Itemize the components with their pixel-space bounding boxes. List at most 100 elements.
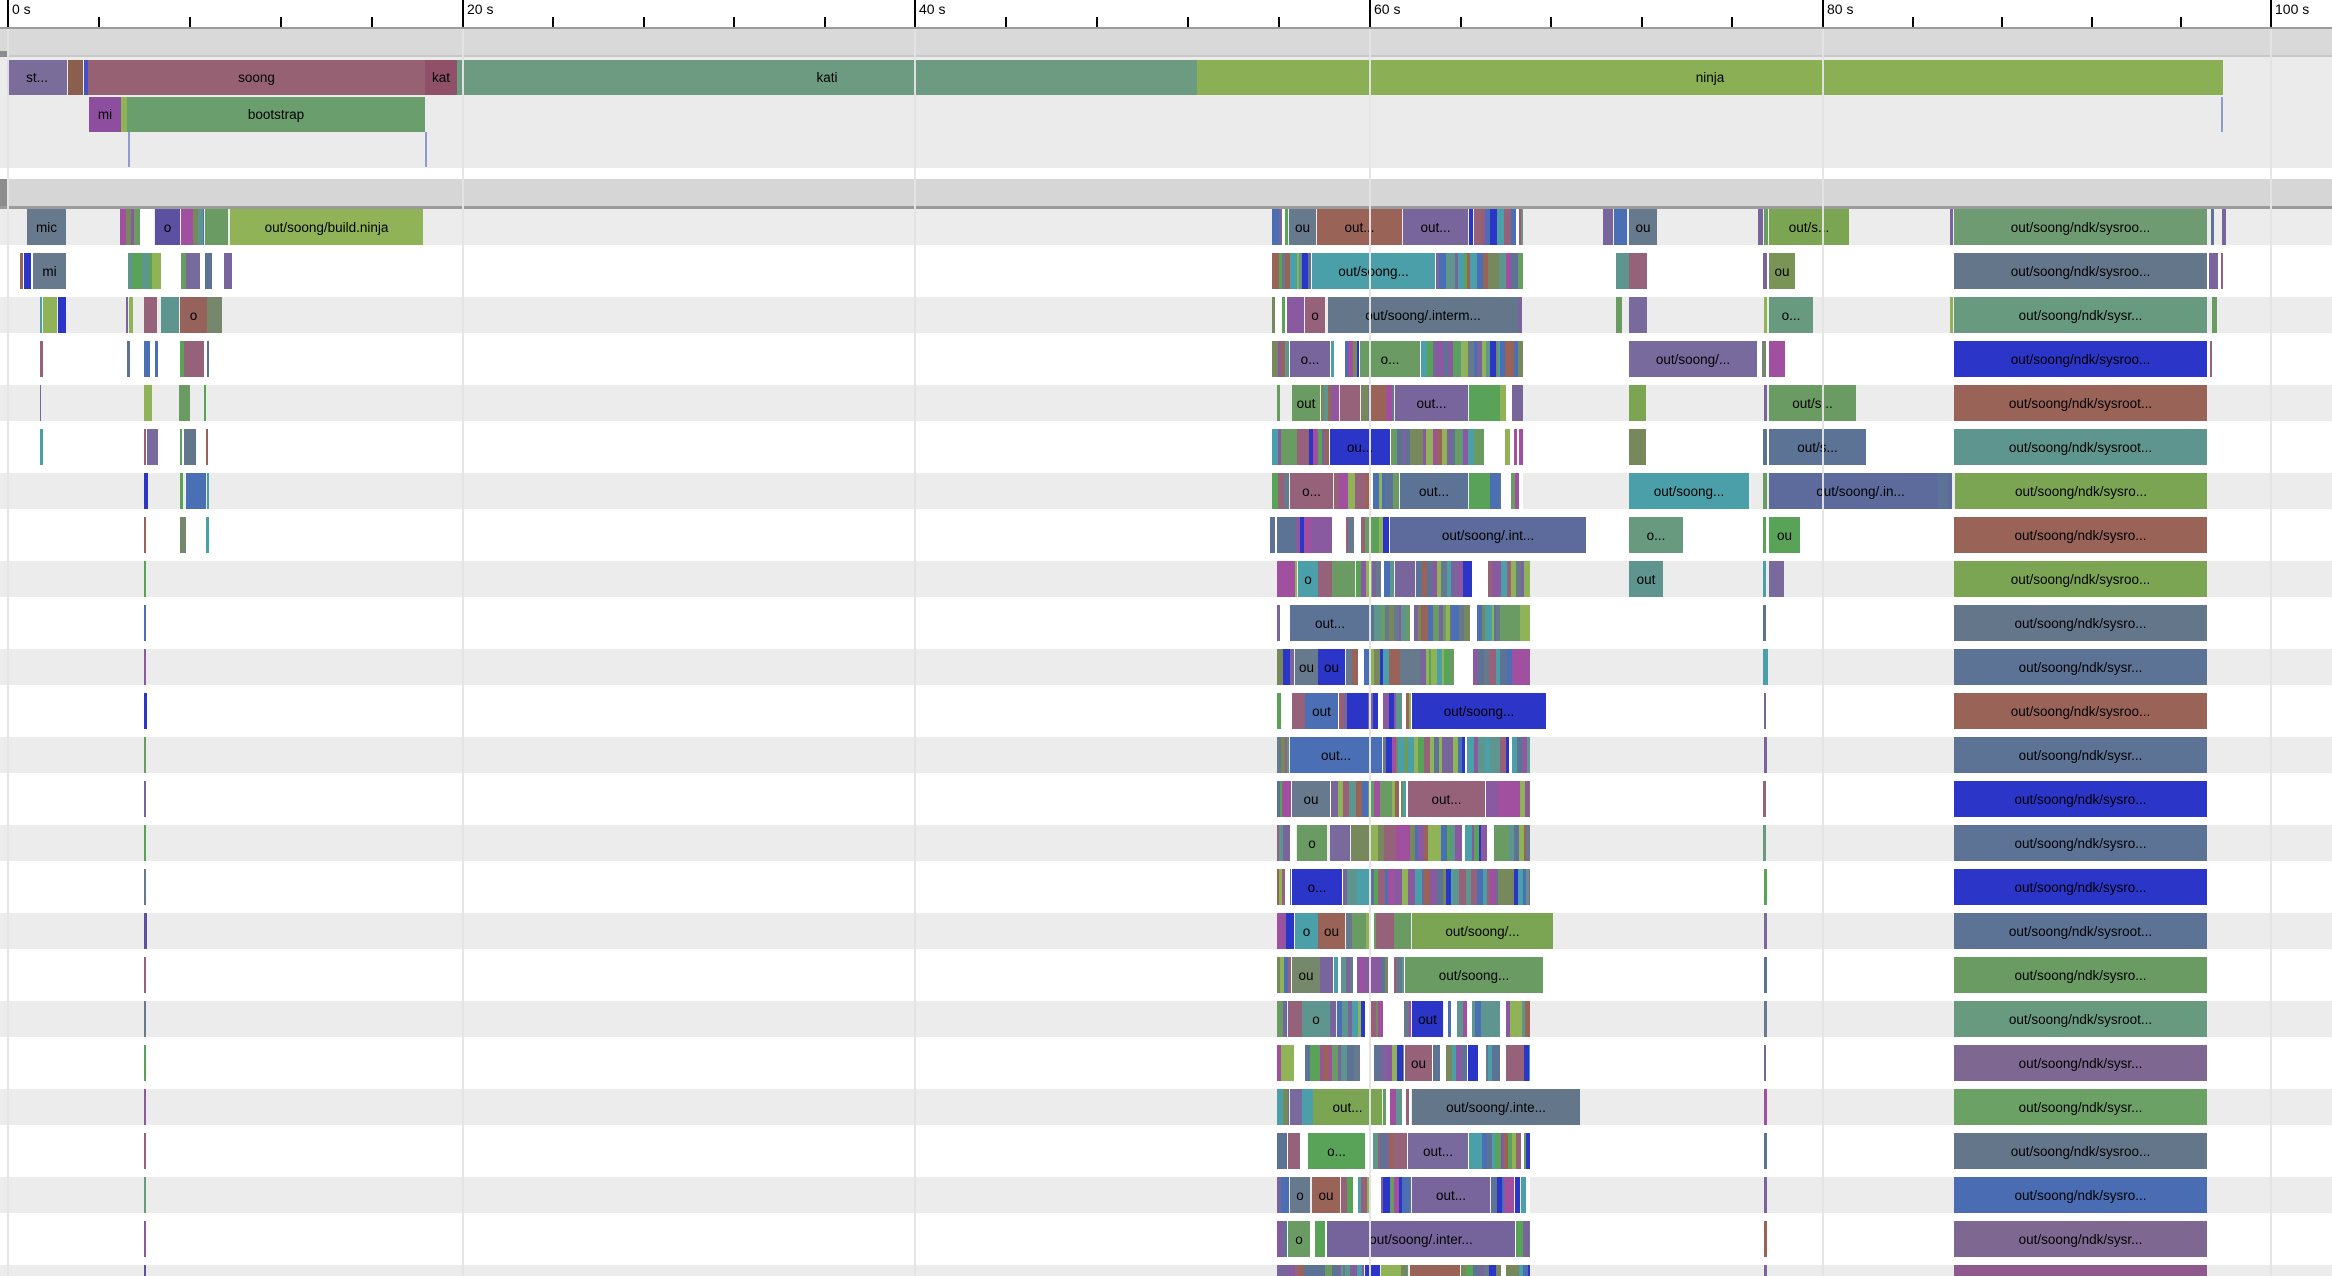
trace-slice[interactable]: ou...	[1330, 429, 1390, 465]
slice-cluster[interactable]	[1356, 561, 1394, 597]
trace-slice-thin[interactable]	[1763, 561, 1766, 597]
trace-slice-thin[interactable]	[1763, 781, 1766, 817]
trace-slice[interactable]: out...	[1395, 385, 1468, 421]
trace-slice[interactable]: out/soong/.int...	[1390, 517, 1586, 553]
trace-slice-thin[interactable]	[207, 341, 209, 377]
trace-slice-thin[interactable]	[205, 209, 228, 245]
trace-slice-thin[interactable]	[1410, 1265, 1460, 1276]
track-row[interactable]	[0, 385, 2332, 421]
trace-slice[interactable]: o...	[1769, 297, 1813, 333]
trace-slice[interactable]: out/soong/.inte...	[1412, 1089, 1580, 1125]
trace-slice-thin[interactable]	[144, 913, 147, 949]
trace-slice[interactable]: out/soong/ndk/sysroo...	[1954, 209, 2207, 245]
trace-slice[interactable]: out/s...	[1769, 385, 1856, 421]
trace-slice-thin[interactable]	[1603, 209, 1613, 245]
slice-cluster[interactable]	[1272, 209, 1288, 245]
trace-slice-thin[interactable]	[1764, 1133, 1767, 1169]
slice-cluster[interactable]	[193, 209, 204, 245]
trace-slice[interactable]: out/soong/ndk/sysr...	[1954, 1221, 2207, 1257]
slice-cluster[interactable]	[1469, 1133, 1530, 1169]
trace-slice-thin[interactable]	[2211, 209, 2214, 245]
trace-slice[interactable]: o...	[1360, 341, 1420, 377]
track-row[interactable]	[0, 1177, 2332, 1213]
trace-slice-thin[interactable]	[144, 1045, 146, 1081]
trace-slice-thin[interactable]	[1468, 1045, 1478, 1081]
trace-slice[interactable]: o	[1295, 913, 1318, 949]
trace-slice[interactable]: out/s...	[1769, 429, 1866, 465]
trace-slice[interactable]: ou	[1289, 209, 1316, 245]
track-row[interactable]	[0, 825, 2332, 861]
slice-cluster[interactable]	[1479, 1045, 1530, 1081]
trace-slice[interactable]: o	[1298, 561, 1318, 597]
trace-slice-thin[interactable]	[144, 1089, 146, 1125]
slice-cluster[interactable]	[1500, 385, 1523, 421]
trace-slice-thin[interactable]	[1515, 1177, 1520, 1213]
trace-slice-thin[interactable]	[1764, 1221, 1767, 1257]
trace-slice-thin[interactable]	[184, 341, 204, 377]
trace-slice-thin[interactable]	[1764, 209, 1768, 245]
slice-cluster[interactable]	[1371, 605, 1530, 641]
trace-slice[interactable]: out...	[1400, 473, 1468, 509]
trace-slice[interactable]: out...	[1313, 1089, 1382, 1125]
slice-cluster[interactable]	[1277, 649, 1294, 685]
trace-slice-thin[interactable]	[58, 297, 66, 333]
trace-slice[interactable]: out/soong/.in...	[1769, 473, 1952, 509]
slice-cluster[interactable]	[1391, 429, 1523, 465]
trace-slice[interactable]: out/soong/ndk/sysroot...	[1954, 1001, 2207, 1037]
slice-cluster[interactable]	[1334, 473, 1399, 509]
trace-slice-thin[interactable]	[20, 253, 23, 289]
trace-slice-thin[interactable]	[181, 209, 193, 245]
trace-slice-thin[interactable]	[1938, 473, 1948, 509]
trace-slice-thin[interactable]	[68, 60, 83, 95]
slice-cluster[interactable]	[1277, 1221, 1287, 1257]
trace-slice-thin[interactable]	[144, 1133, 146, 1169]
slice-cluster[interactable]	[1337, 1001, 1411, 1037]
trace-slice-thin[interactable]	[1277, 605, 1280, 641]
slice-cluster[interactable]	[1361, 385, 1394, 421]
trace-slice-thin[interactable]	[1288, 1133, 1300, 1169]
trace-slice[interactable]: out/soong/ndk/sysro...	[1955, 473, 2207, 509]
trace-slice[interactable]: o	[1290, 1177, 1310, 1213]
time-ruler[interactable]: 0 s 20 s 40 s 60 s 80 s 100 s	[0, 0, 2332, 29]
trace-slice[interactable]: out/soong/ndk/sysroo...	[1954, 693, 2207, 729]
trace-slice[interactable]: ou	[1318, 913, 1345, 949]
trace-slice[interactable]: out/soong/ndk/sysroo...	[1954, 341, 2207, 377]
trace-slice-thin[interactable]	[1518, 297, 1522, 333]
trace-slice-thin[interactable]	[126, 297, 128, 333]
trace-slice[interactable]: o	[1297, 825, 1327, 861]
trace-slice-thin[interactable]	[40, 341, 43, 377]
trace-slice[interactable]: o	[155, 209, 180, 245]
trace-slice-thin[interactable]	[144, 693, 147, 729]
trace-slice[interactable]: o...	[1629, 517, 1683, 553]
trace-slice-thin[interactable]	[121, 97, 127, 132]
trace-slice[interactable]: out...	[1290, 737, 1382, 773]
trace-slice-thin[interactable]	[204, 385, 206, 421]
trace-slice-thin[interactable]	[1763, 473, 1767, 509]
slice-cluster[interactable]	[1516, 1221, 1530, 1257]
trace-slice[interactable]: ou	[1312, 1177, 1340, 1213]
track-group-grip-top[interactable]	[0, 51, 7, 61]
trace-slice-thin[interactable]	[1395, 561, 1415, 597]
slice-cluster[interactable]	[1272, 473, 1289, 509]
trace-slice-thin[interactable]	[180, 341, 184, 377]
trace-slice[interactable]: kat	[425, 60, 457, 95]
slice-cluster[interactable]	[1277, 1133, 1287, 1169]
trace-slice[interactable]: out	[1629, 561, 1663, 597]
slice-cluster[interactable]	[1490, 473, 1523, 509]
trace-slice-thin[interactable]	[84, 60, 88, 95]
trace-slice[interactable]: out	[1412, 1001, 1443, 1037]
trace-slice[interactable]: ou	[1629, 209, 1657, 245]
trace-slice[interactable]: mic	[27, 209, 66, 245]
slice-cluster[interactable]	[1277, 869, 1291, 905]
trace-slice-thin[interactable]	[144, 605, 146, 641]
trace-slice[interactable]: out...	[1408, 1133, 1468, 1169]
trace-slice[interactable]: ou	[1769, 253, 1795, 289]
trace-slice-thin[interactable]	[1469, 209, 1473, 245]
trace-slice-thin[interactable]	[147, 429, 158, 465]
trace-slice-thin[interactable]	[1764, 1001, 1767, 1037]
slice-cluster[interactable]	[120, 209, 154, 245]
trace-slice-thin[interactable]	[1764, 297, 1767, 333]
trace-slice-thin[interactable]	[1616, 253, 1629, 289]
trace-slice-thin[interactable]	[1292, 693, 1305, 729]
trace-slice-thin[interactable]	[184, 429, 196, 465]
